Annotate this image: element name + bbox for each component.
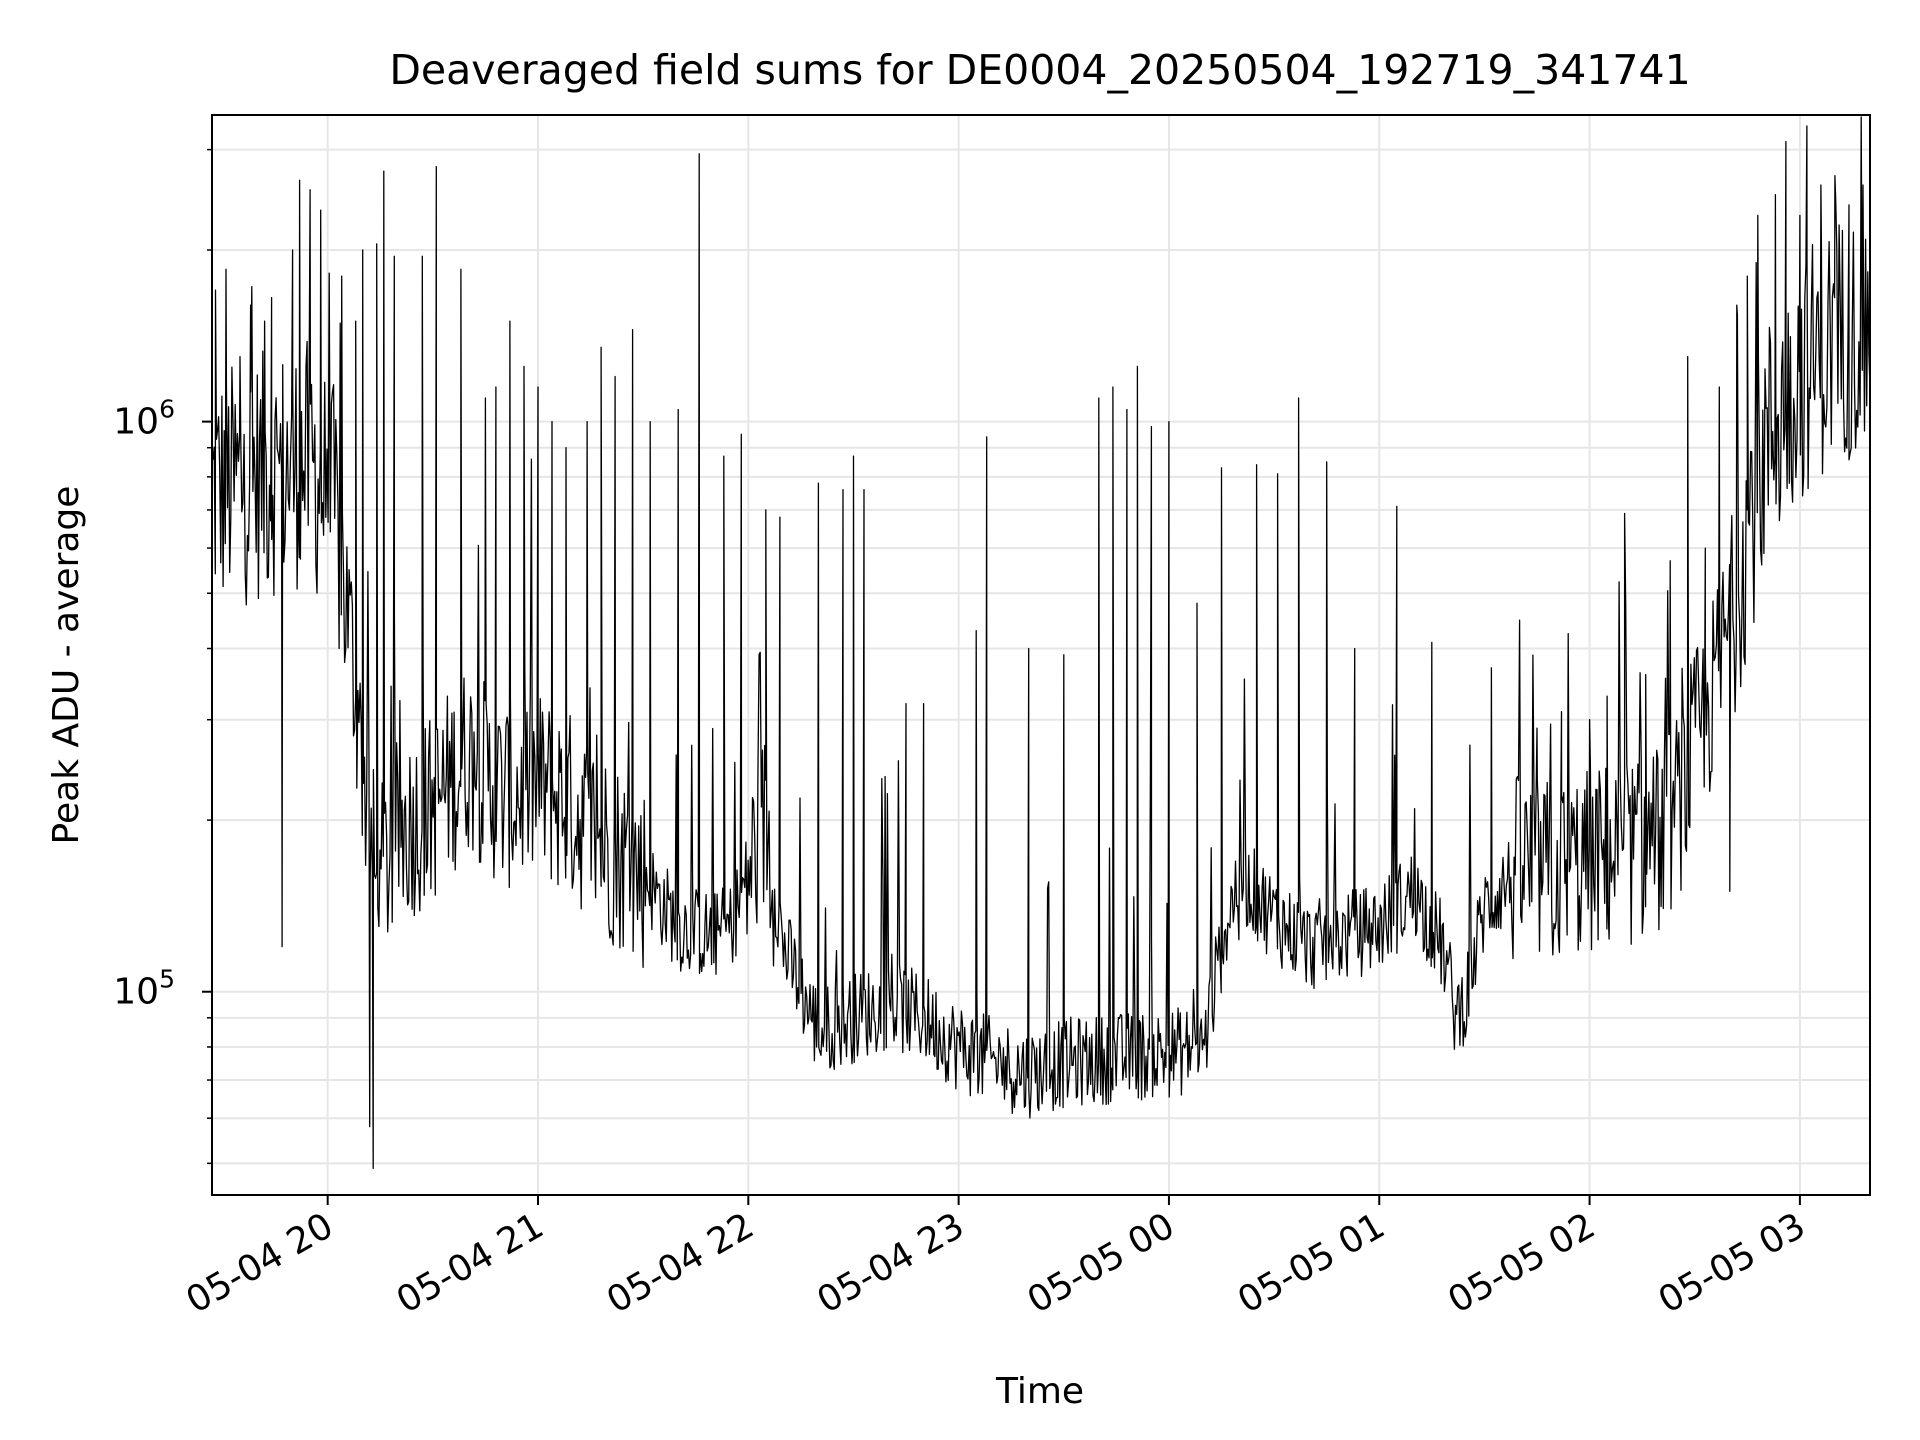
chart-title: Deaveraged field sums for DE0004_2025050…	[389, 46, 1690, 94]
x-axis-label: Time	[995, 1371, 1084, 1412]
plot-frame	[211, 114, 1871, 1196]
y-tick-label: 106	[113, 395, 175, 443]
series-layer	[211, 116, 1871, 1170]
y-axis-label: Peak ADU - average	[46, 486, 87, 845]
series-line	[211, 116, 1871, 1170]
y-tick-label: 105	[113, 965, 175, 1013]
